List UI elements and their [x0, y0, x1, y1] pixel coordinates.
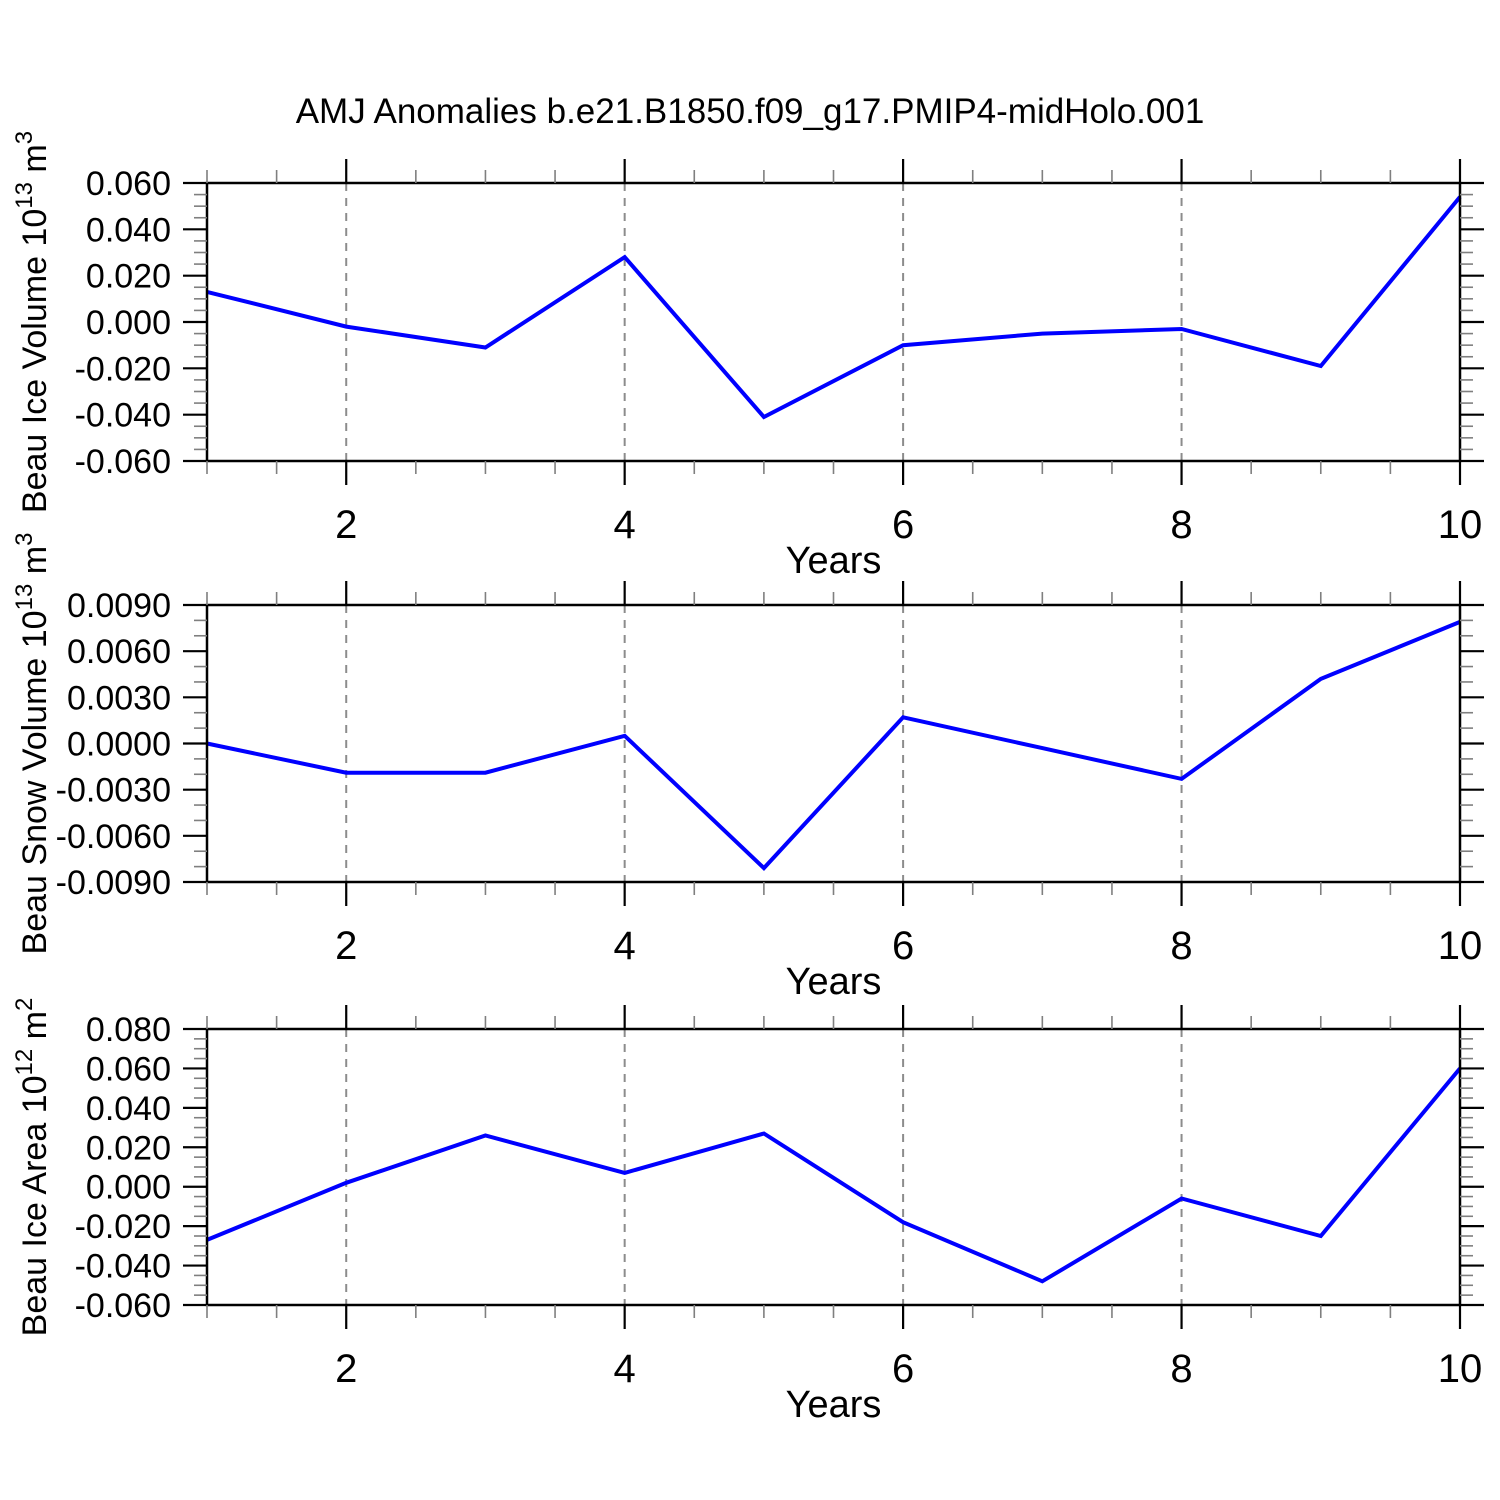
x-tick-label: 6: [892, 1347, 914, 1391]
y-tick-label: -0.040: [75, 1248, 171, 1286]
y-tick-label: 0.000: [86, 1169, 171, 1207]
y-tick-label: 0.0090: [67, 587, 171, 625]
x-axis-title: Years: [786, 961, 882, 1003]
x-tick-label: 10: [1438, 1347, 1483, 1391]
x-tick-label: 6: [892, 503, 914, 547]
data-line: [206, 195, 1462, 420]
y-tick-label: 0.060: [86, 165, 171, 203]
x-axis-title: Years: [786, 1384, 882, 1426]
x-tick-label: 8: [1170, 924, 1192, 968]
y-tick-label: -0.060: [75, 443, 171, 481]
plot-frame: [205, 181, 1462, 463]
x-tick-label: 8: [1170, 1347, 1192, 1391]
x-tick-label: 2: [335, 924, 357, 968]
y-tick-label: -0.020: [75, 350, 171, 388]
y-tick-label: -0.0030: [56, 772, 171, 810]
plot-frame: [205, 603, 1462, 884]
y-tick-label: 0.020: [86, 258, 171, 296]
y-tick-label: 0.040: [86, 211, 171, 249]
y-tick-label: 0.000: [86, 304, 171, 342]
panel-1: 0.060 0.040 0.020 0.000 -0.020 -0.040 -0.060 2 4…: [11, 131, 1484, 582]
chart-title: AMJ Anomalies b.e21.B1850.f09_g17.PMIP4-…: [295, 92, 1205, 131]
x-tick-label: 4: [614, 503, 636, 547]
y-tick-label: 0.040: [86, 1090, 171, 1128]
panel-2: 0.0090 0.0060 0.0030 0.0000 -0.0030 -0.0060 -0…: [11, 533, 1484, 1003]
y-axis-title: Beau Ice Area 1012 m2: [11, 998, 54, 1337]
x-tick-label: 10: [1438, 924, 1483, 968]
x-tick-label: 10: [1438, 503, 1483, 547]
x-axis-title: Years: [786, 540, 882, 582]
data-line: [206, 1067, 1462, 1284]
y-tick-label: -0.0060: [56, 818, 171, 856]
y-tick-label: 0.080: [86, 1011, 171, 1049]
y-tick-label: -0.040: [75, 397, 171, 435]
x-tick-label: 6: [892, 924, 914, 968]
y-tick-label: 0.0000: [67, 726, 171, 764]
y-tick-label: -0.060: [75, 1287, 171, 1325]
x-tick-label: 4: [614, 924, 636, 968]
x-tick-label: 4: [614, 1347, 636, 1391]
y-axis-title: Beau Ice Volume 1013 m3: [11, 131, 54, 513]
data-line: [206, 620, 1461, 871]
y-tick-label: -0.0090: [56, 864, 171, 902]
y-tick-label: -0.020: [75, 1208, 171, 1246]
y-tick-label: 0.0030: [67, 679, 171, 717]
x-tick-label: 2: [335, 503, 357, 547]
panel-3: 0.0800.0600.0400.0200.000-0.020-0.040-0.…: [11, 998, 1484, 1426]
x-tick-label: 2: [335, 1347, 357, 1391]
y-axis-title: Beau Snow Volume 1013 m3: [11, 533, 54, 955]
y-tick-label: 0.0060: [67, 633, 171, 671]
x-tick-label: 8: [1170, 503, 1192, 547]
y-tick-label: 0.060: [86, 1050, 171, 1088]
y-tick-label: 0.020: [86, 1129, 171, 1167]
